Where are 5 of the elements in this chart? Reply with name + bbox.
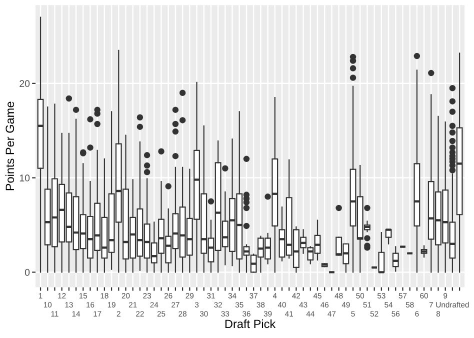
y-tick-label: 20 [20,80,30,88]
y-tick-label: 10 [20,174,30,182]
y-axis-title: Points Per Game [5,102,14,190]
y-tick-label: 0 [24,268,30,276]
x-axis-title: Draft Pick [225,319,276,328]
